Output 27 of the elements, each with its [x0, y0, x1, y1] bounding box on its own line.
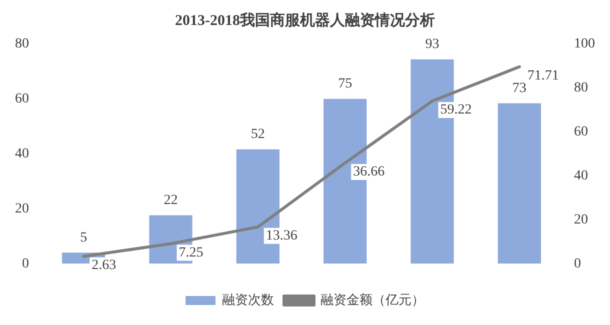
- chart-title: 2013-2018我国商服机器人融资情况分析: [175, 10, 435, 29]
- y2-tick-label: 40: [574, 168, 588, 184]
- data-label: 73: [512, 80, 526, 96]
- y2-tick-label: 100: [574, 36, 595, 52]
- y2-tick-label: 20: [574, 212, 588, 228]
- bar: [498, 103, 541, 264]
- y2-tick-label: 80: [574, 80, 588, 96]
- legend-label: 融资次数: [222, 292, 274, 308]
- y2-tick-label: 60: [574, 124, 588, 140]
- data-label: 75: [338, 76, 352, 92]
- y-tick-label: 60: [15, 92, 29, 107]
- y2-tick-label: 0: [574, 256, 581, 272]
- legend-label: 融资金额（亿元）: [320, 292, 424, 308]
- y-tick-label: 40: [15, 146, 29, 162]
- data-label: 13.36: [266, 228, 298, 244]
- data-label: 2.63: [92, 258, 116, 274]
- data-label: 5: [80, 230, 88, 246]
- y-tick-label: 80: [15, 36, 29, 52]
- data-label: 59.22: [440, 102, 472, 118]
- data-label: 52: [250, 127, 265, 142]
- data-label: 71.71: [527, 68, 559, 84]
- y-tick-label: 0: [22, 256, 29, 272]
- data-label: 36.66: [353, 164, 385, 180]
- data-label: 93: [425, 37, 440, 52]
- data-label: 7.25: [178, 245, 204, 260]
- data-label: 22: [164, 192, 178, 208]
- y-tick-label: 20: [15, 201, 29, 216]
